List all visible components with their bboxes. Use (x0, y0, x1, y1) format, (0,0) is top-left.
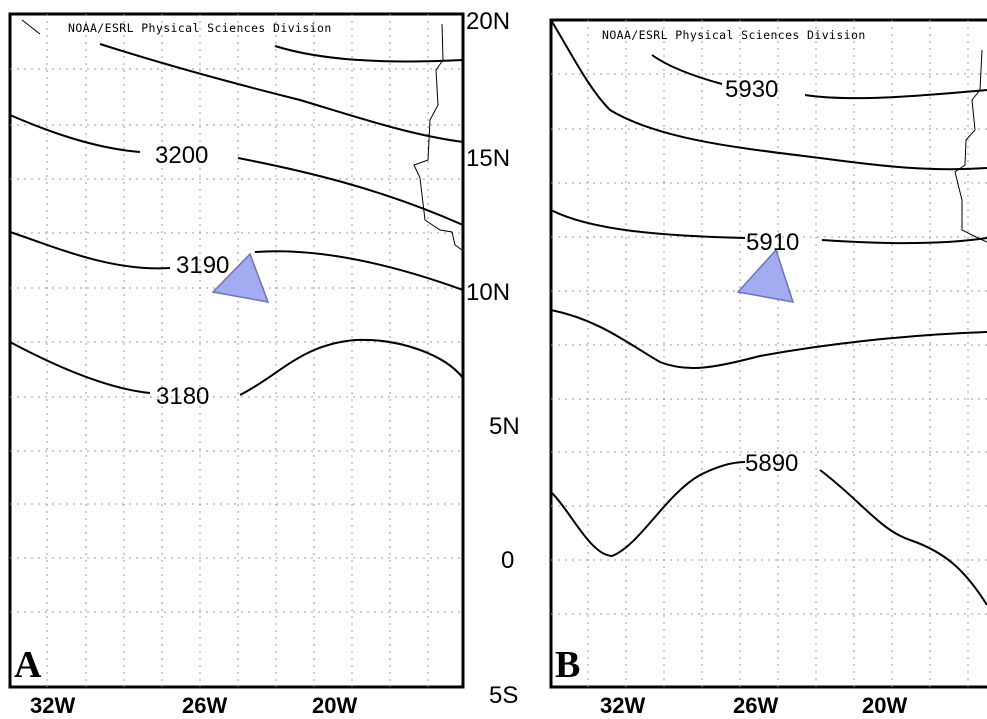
contour-line-b-5930 (651, 54, 987, 100)
panel-a-frame (8, 12, 465, 689)
contour-line-b-5890 (550, 461, 987, 606)
latitude-labels: 20N 15N 10N 5N 0 5S (466, 8, 520, 709)
contour-line-b-5910 (550, 209, 987, 245)
panel-b-contours (550, 19, 987, 606)
panel-a-letter: A (14, 644, 42, 686)
location-marker-a (211, 252, 270, 303)
contour-label-5910: 5910 (746, 229, 799, 256)
contour-label-3190: 3190 (176, 252, 229, 279)
lat-label-15n: 15N (466, 145, 510, 172)
panel-a-contours (9, 43, 464, 396)
contour-line-a-upper (274, 45, 464, 63)
contour-line-a-top (99, 43, 464, 143)
lon-label-a-26w: 26W (182, 693, 227, 718)
lon-label-a-32w: 32W (30, 693, 75, 718)
contour-label-3200: 3200 (155, 142, 208, 169)
lon-label-b-32w: 32W (600, 693, 645, 718)
contour-line-b-mid (550, 309, 987, 370)
credit-text-b: NOAA/ESRL Physical Sciences Division (602, 28, 866, 42)
lon-label-b-20w: 20W (862, 693, 907, 718)
contour-label-3180: 3180 (156, 383, 209, 410)
lat-label-0: 0 (501, 547, 514, 574)
contour-label-5890: 5890 (745, 450, 798, 477)
panel-b: NOAA/ESRL Physical Sciences Division 593… (549, 18, 987, 689)
panel-b-coastline (954, 49, 987, 243)
longitude-labels-a: 32W 26W 20W (30, 693, 357, 718)
contour-line-a-3200 (9, 114, 464, 226)
panel-b-letter: B (555, 644, 580, 686)
panel-a: NOAA/ESRL Physical Sciences Division 320… (8, 12, 465, 689)
contour-line-a-3190 (9, 231, 464, 291)
contour-label-5930: 5930 (725, 76, 778, 103)
location-marker-b (736, 248, 795, 303)
lat-label-5n: 5N (489, 413, 520, 440)
panel-b-frame (549, 18, 987, 689)
longitude-labels-b: 32W 26W 20W (600, 693, 907, 718)
lat-label-10n: 10N (466, 279, 510, 306)
contour-line-a-3180 (9, 338, 464, 396)
lon-label-b-26w: 26W (733, 693, 778, 718)
panel-a-coastline (21, 19, 463, 251)
lat-label-5s: 5S (489, 682, 518, 709)
lat-label-20n: 20N (466, 8, 510, 35)
contour-line-b-top (550, 19, 987, 171)
lon-label-a-20w: 20W (312, 693, 357, 718)
credit-text-a: NOAA/ESRL Physical Sciences Division (68, 21, 332, 35)
panel-a-grid (10, 14, 463, 687)
